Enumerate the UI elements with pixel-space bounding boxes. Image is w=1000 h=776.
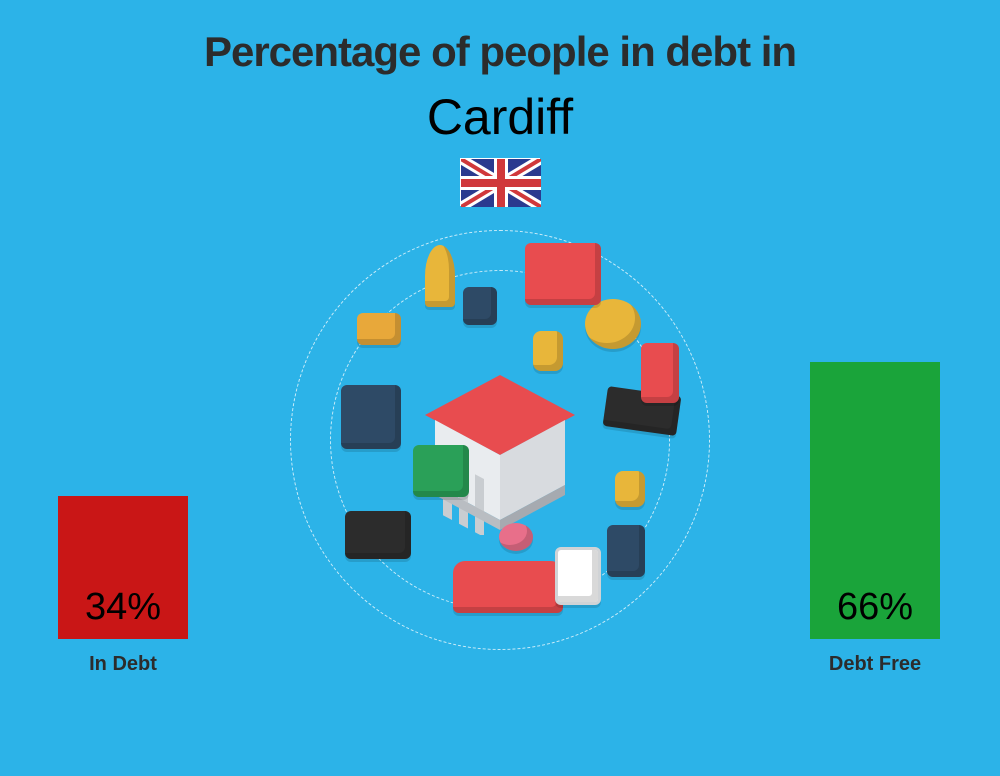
city-subtitle: Cardiff: [0, 88, 1000, 146]
bar-debt-free: 66%: [810, 362, 940, 639]
coins-icon: [585, 299, 641, 349]
bar-label-in-debt: In Debt: [89, 653, 157, 676]
envelope-icon: [357, 313, 401, 345]
bar-group-debt-free: 66% Debt Free: [810, 362, 940, 676]
infographic-canvas: Percentage of people in debt in Cardiff …: [0, 0, 1000, 776]
bank-building-icon: [405, 345, 595, 535]
piggy-icon: [499, 523, 533, 551]
bar-value-debt-free: 66%: [810, 586, 940, 629]
uk-flag-icon: [460, 158, 540, 206]
bar-group-in-debt: 34% In Debt: [58, 496, 188, 676]
bar-in-debt: 34%: [58, 496, 188, 639]
finance-illustration: [285, 225, 715, 655]
clipboard-icon: [555, 547, 601, 605]
house-small-icon: [525, 243, 601, 305]
bar-label-debt-free: Debt Free: [829, 653, 921, 676]
key-icon: [533, 331, 563, 371]
padlock-icon: [615, 471, 645, 507]
car-icon: [453, 561, 563, 613]
briefcase-icon: [345, 511, 411, 559]
caduceus-icon: [425, 245, 455, 307]
money-stack-icon: [413, 445, 469, 497]
bar-value-in-debt: 34%: [58, 586, 188, 629]
calc-small-icon: [463, 287, 497, 325]
main-title: Percentage of people in debt in: [0, 28, 1000, 76]
phone-icon: [641, 343, 679, 403]
calculator-icon: [607, 525, 645, 577]
safe-icon: [341, 385, 401, 449]
